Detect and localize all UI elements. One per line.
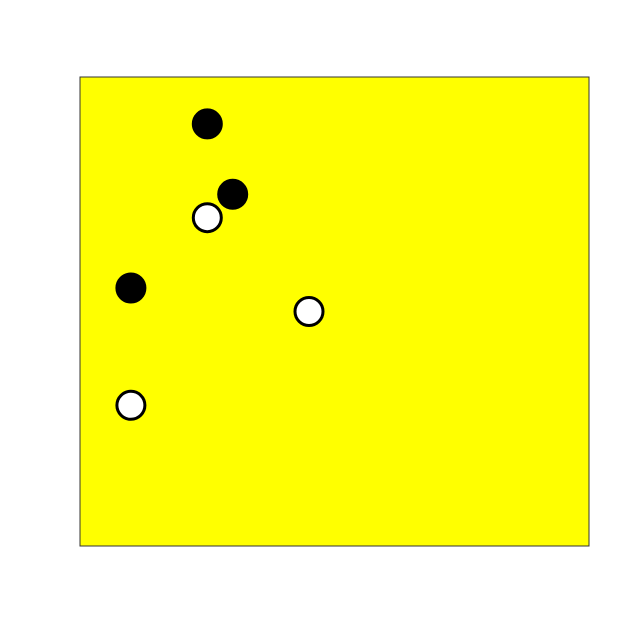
- white-stone[interactable]: [115, 389, 147, 421]
- white-stone[interactable]: [191, 202, 223, 234]
- black-stone[interactable]: [191, 108, 223, 140]
- stones-layer: [115, 108, 325, 421]
- black-stone[interactable]: [115, 272, 147, 304]
- white-stone[interactable]: [293, 296, 325, 327]
- game-board[interactable]: [79, 76, 590, 547]
- black-stone[interactable]: [217, 178, 249, 210]
